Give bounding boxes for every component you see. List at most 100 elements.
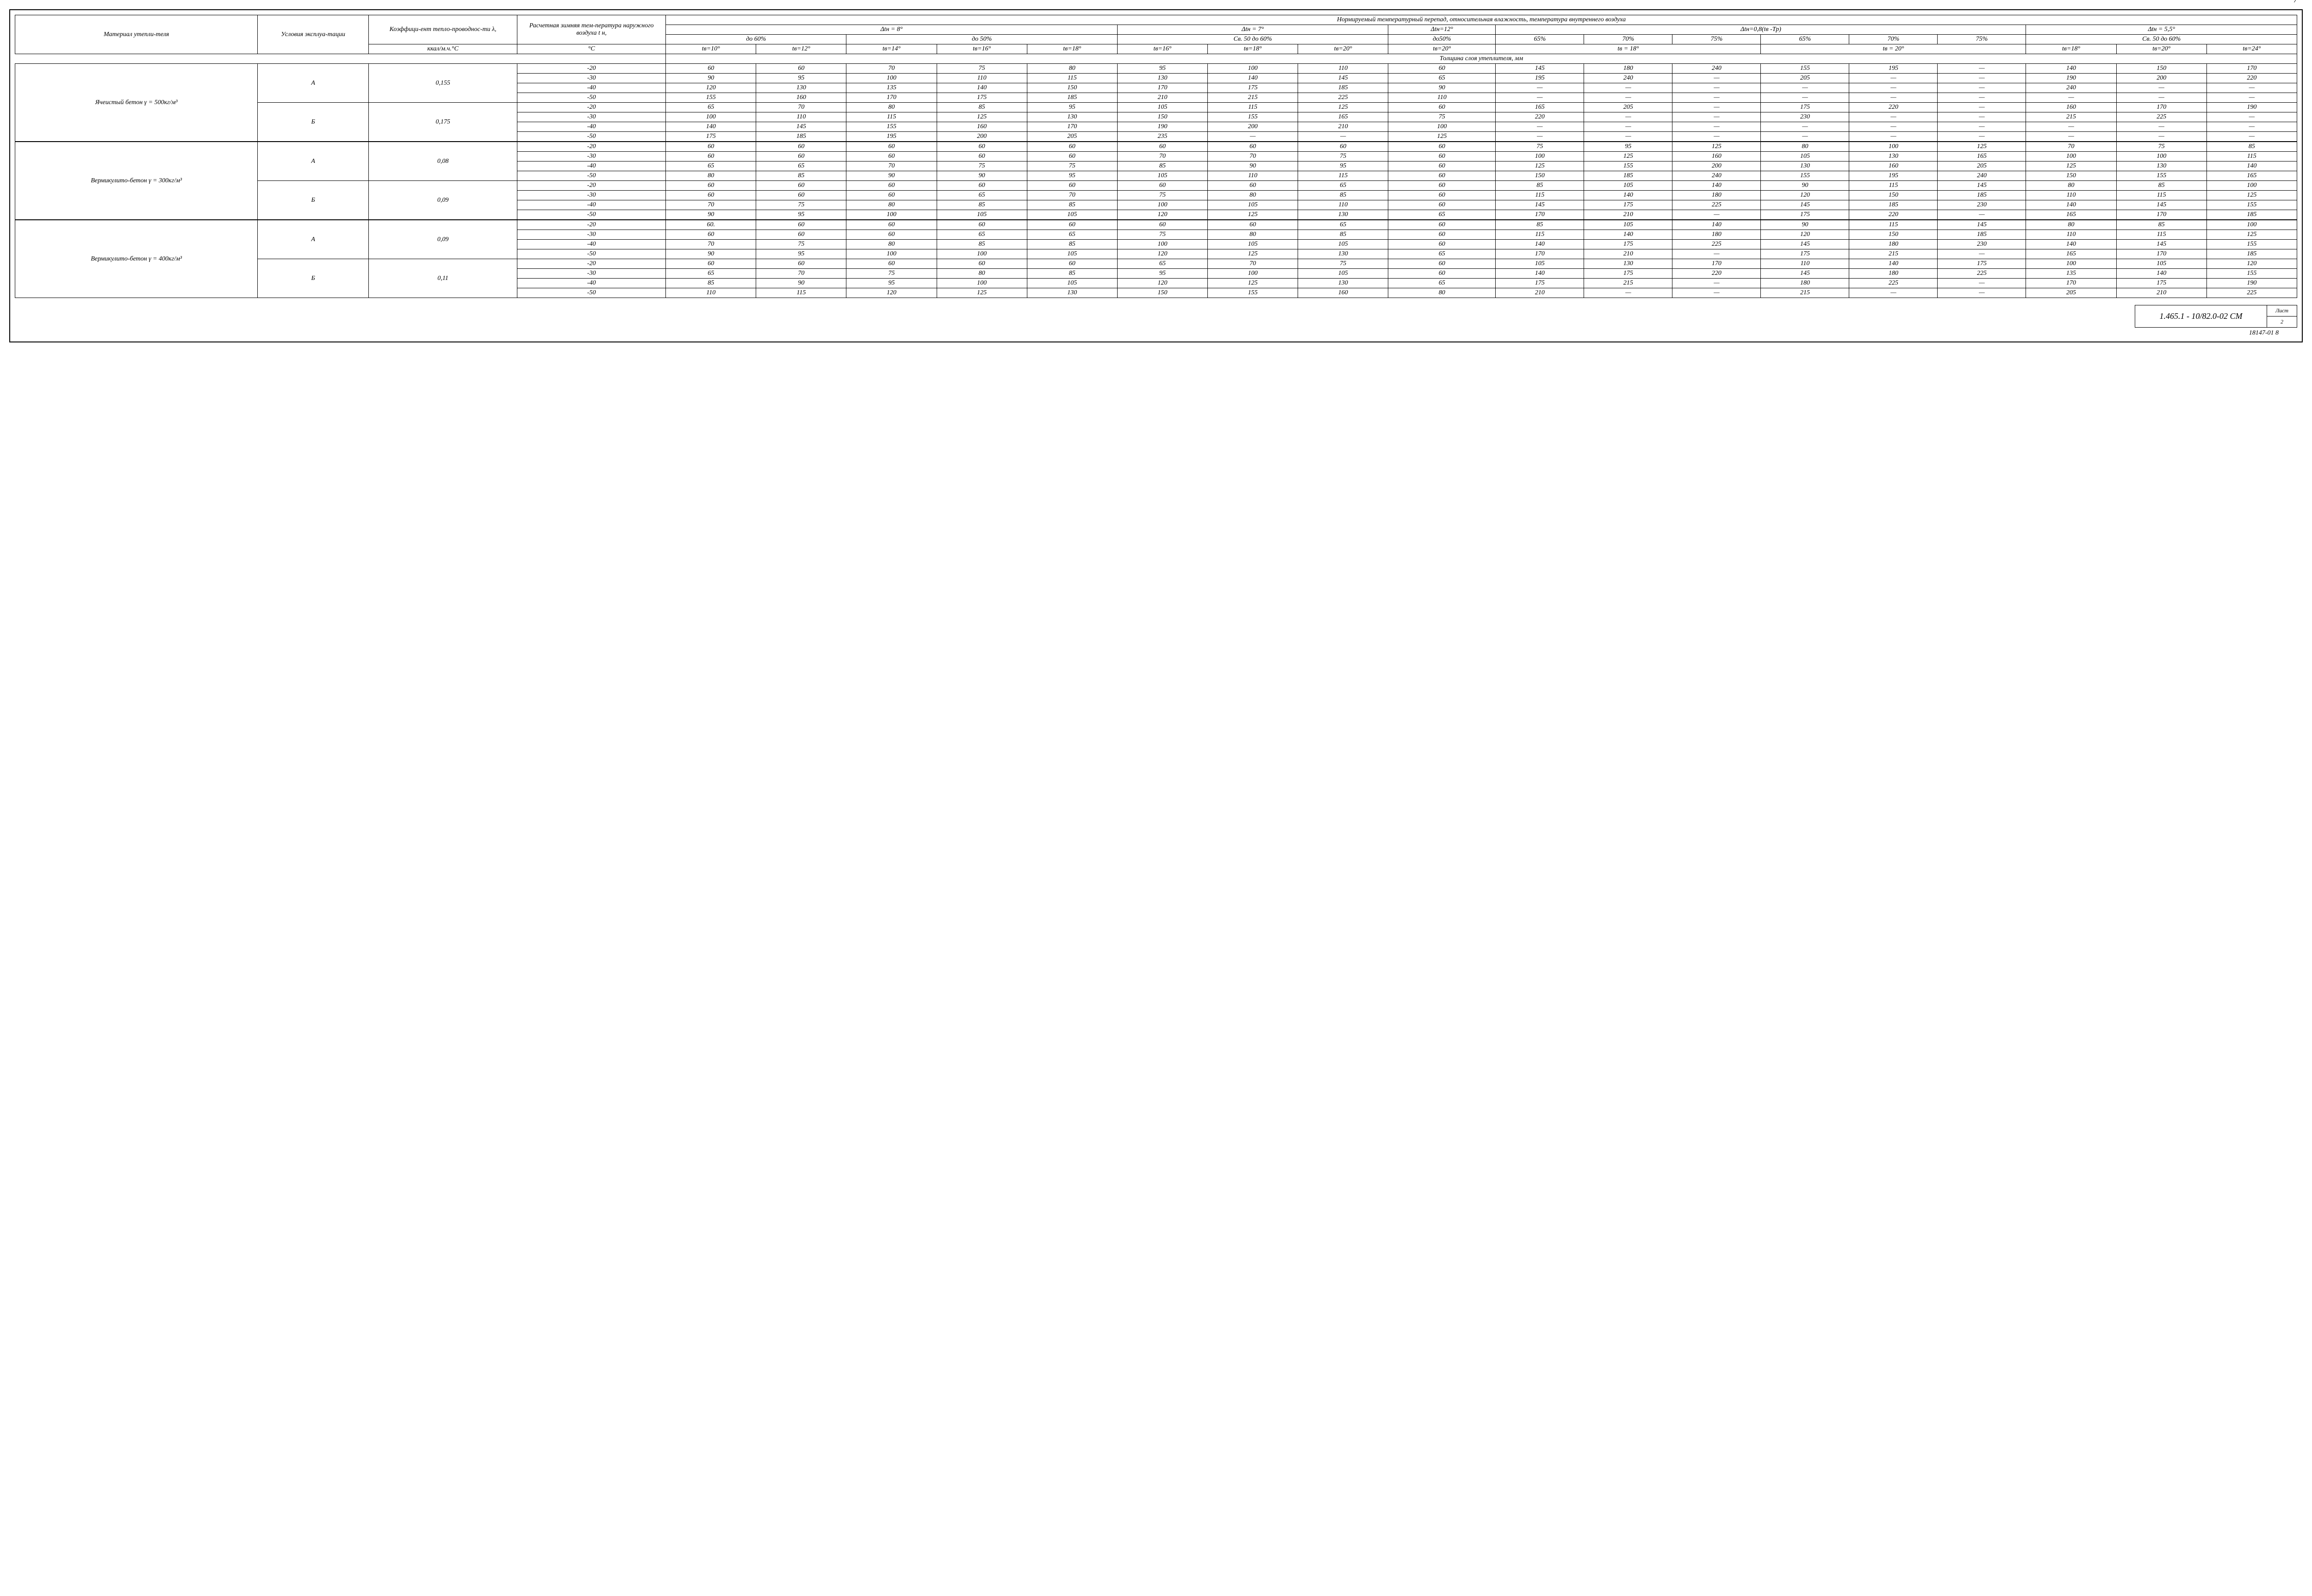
value-cell: 210 — [1496, 288, 1584, 298]
value-cell: 75 — [1117, 191, 1207, 200]
value-cell: — — [1938, 132, 2026, 142]
value-cell: 110 — [2026, 230, 2116, 240]
hdr-tv18b: tв=18° — [1208, 44, 1298, 54]
cond-cell: А — [258, 64, 369, 103]
value-cell: 100 — [2026, 259, 2116, 269]
value-cell: 190 — [2206, 279, 2297, 288]
value-cell: 205 — [1938, 161, 2026, 171]
value-cell: 60 — [756, 181, 846, 191]
hdr-75b: 75% — [1938, 35, 2026, 44]
value-cell: 105 — [1117, 171, 1207, 181]
hdr-65b: 65% — [1761, 35, 1849, 44]
hdr-tv18a: tв=18° — [1027, 44, 1117, 54]
value-cell: 65 — [1117, 259, 1207, 269]
value-cell: 175 — [1496, 279, 1584, 288]
value-cell: — — [1496, 83, 1584, 93]
value-cell: 130 — [756, 83, 846, 93]
hdr-tv18c: tв = 18° — [1496, 44, 1761, 54]
value-cell: — — [1672, 288, 1761, 298]
temp-cell: -50 — [517, 132, 666, 142]
value-cell: 60 — [846, 152, 937, 161]
value-cell: 175 — [1761, 249, 1849, 259]
value-cell: 215 — [1849, 249, 1938, 259]
value-cell: 110 — [2026, 191, 2116, 200]
value-cell: 140 — [1584, 230, 1672, 240]
value-cell: 60 — [1388, 191, 1496, 200]
value-cell: 115 — [846, 112, 937, 122]
value-cell: 125 — [1388, 132, 1496, 142]
value-cell: 90 — [1761, 181, 1849, 191]
value-cell: 100 — [846, 210, 937, 220]
value-cell: 105 — [1584, 220, 1672, 230]
value-cell: 105 — [1761, 152, 1849, 161]
value-cell: 240 — [1672, 64, 1761, 74]
value-cell: 185 — [1584, 171, 1672, 181]
coef-cell: 0,11 — [369, 259, 517, 298]
value-cell: 225 — [1672, 240, 1761, 249]
value-cell: 95 — [756, 74, 846, 83]
value-cell: 60 — [756, 230, 846, 240]
value-cell: 75 — [756, 240, 846, 249]
hdr-70a: 70% — [1584, 35, 1672, 44]
value-cell: 65 — [666, 161, 756, 171]
temp-cell: -20 — [517, 181, 666, 191]
cond-cell: Б — [258, 181, 369, 220]
value-cell: 100 — [937, 249, 1027, 259]
value-cell: 120 — [1761, 230, 1849, 240]
value-cell: — — [1938, 64, 2026, 74]
value-cell: 150 — [1117, 288, 1207, 298]
value-cell: 100 — [2206, 181, 2297, 191]
value-cell: 60 — [756, 259, 846, 269]
value-cell: 110 — [1298, 200, 1388, 210]
value-cell: 60 — [756, 64, 846, 74]
value-cell: 60 — [846, 220, 937, 230]
value-cell: 120 — [1117, 279, 1207, 288]
value-cell: 225 — [2206, 288, 2297, 298]
value-cell: 70 — [756, 269, 846, 279]
value-cell: 140 — [2026, 240, 2116, 249]
temp-cell: -30 — [517, 112, 666, 122]
value-cell: 175 — [666, 132, 756, 142]
value-cell: 80 — [2026, 181, 2116, 191]
hdr-tv20c: tв = 20° — [1761, 44, 2026, 54]
value-cell: 105 — [1496, 259, 1584, 269]
value-cell: 90 — [666, 210, 756, 220]
value-cell: 135 — [2026, 269, 2116, 279]
value-cell: — — [2026, 93, 2116, 103]
value-cell: 110 — [756, 112, 846, 122]
value-cell: 160 — [1672, 152, 1761, 161]
value-cell: 230 — [1761, 112, 1849, 122]
hdr-tv10: tв=10° — [666, 44, 756, 54]
value-cell: 60 — [1117, 142, 1207, 152]
value-cell: 145 — [1761, 200, 1849, 210]
main-table: Материал утепли-теля Условия эксплуа-тац… — [15, 15, 2297, 298]
value-cell: — — [1208, 132, 1298, 142]
value-cell: 195 — [1496, 74, 1584, 83]
value-cell: 60 — [937, 259, 1027, 269]
col-conditions: Условия эксплуа-тации — [258, 15, 369, 54]
value-cell: 100 — [2206, 220, 2297, 230]
value-cell: — — [1849, 93, 1938, 103]
value-cell: — — [2206, 83, 2297, 93]
value-cell: 75 — [1496, 142, 1584, 152]
value-cell: 175 — [937, 93, 1027, 103]
value-cell: 60 — [666, 152, 756, 161]
value-cell: 60 — [756, 220, 846, 230]
value-cell: 145 — [756, 122, 846, 132]
hdr-do60: до 60% — [666, 35, 846, 44]
value-cell: 70 — [846, 161, 937, 171]
value-cell: 160 — [1849, 161, 1938, 171]
value-cell: 145 — [1496, 64, 1584, 74]
value-cell: 165 — [1298, 112, 1388, 122]
coef-cell: 0,08 — [369, 142, 517, 181]
value-cell: 165 — [1496, 103, 1584, 112]
value-cell: 150 — [1117, 112, 1207, 122]
value-cell: 90 — [1761, 220, 1849, 230]
value-cell: 60 — [1388, 269, 1496, 279]
value-cell: 65 — [937, 230, 1027, 240]
value-cell: 230 — [1938, 240, 2026, 249]
value-cell: 65 — [937, 191, 1027, 200]
coef-cell: 0,155 — [369, 64, 517, 103]
value-cell: 95 — [846, 279, 937, 288]
value-cell: 120 — [666, 83, 756, 93]
